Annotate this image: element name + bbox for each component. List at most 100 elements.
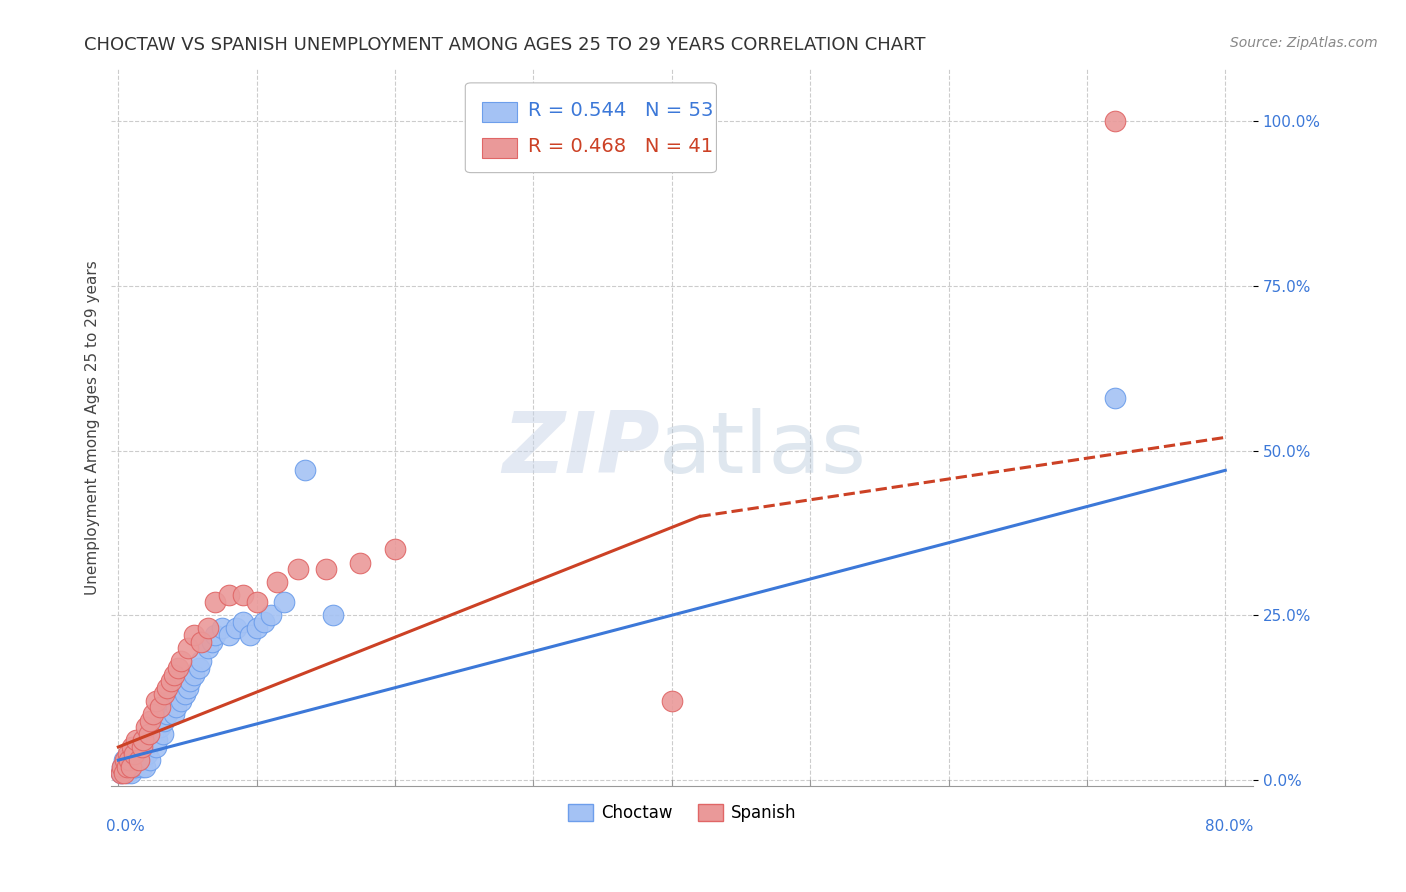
Point [218, 628, 240, 642]
Point [183, 628, 205, 642]
Point [114, 760, 136, 774]
Legend: Choctaw, Spanish: Choctaw, Spanish [561, 797, 803, 829]
FancyBboxPatch shape [482, 138, 516, 158]
Point [176, 681, 198, 695]
Point [315, 562, 337, 576]
Point [114, 753, 136, 767]
Point [246, 621, 269, 635]
Point [149, 720, 172, 734]
Point [349, 556, 371, 570]
Point [153, 687, 176, 701]
Point [156, 681, 179, 695]
Point [118, 753, 141, 767]
Point [118, 753, 141, 767]
Point [128, 753, 150, 767]
Point [117, 747, 139, 761]
Point [121, 747, 143, 761]
Point [112, 766, 135, 780]
Text: R = 0.468   N = 41: R = 0.468 N = 41 [529, 136, 713, 155]
Point [163, 706, 186, 721]
Point [142, 706, 165, 721]
Text: 80.0%: 80.0% [1205, 819, 1253, 834]
Point [145, 739, 167, 754]
Point [169, 694, 191, 708]
Point [166, 661, 188, 675]
Point [132, 733, 155, 747]
Point [176, 641, 198, 656]
Point [201, 634, 224, 648]
Point [190, 634, 212, 648]
Point [152, 727, 174, 741]
Point [169, 654, 191, 668]
Point [187, 661, 209, 675]
Point [1104, 391, 1126, 405]
Point [273, 595, 295, 609]
Text: atlas: atlas [659, 408, 868, 491]
Point [129, 747, 152, 761]
Point [122, 747, 145, 761]
Point [125, 733, 148, 747]
Point [111, 760, 134, 774]
Point [165, 700, 187, 714]
Point [156, 706, 179, 721]
Point [239, 628, 262, 642]
Point [110, 766, 132, 780]
Text: 0.0%: 0.0% [105, 819, 145, 834]
Point [138, 733, 160, 747]
Point [197, 621, 219, 635]
Point [190, 654, 212, 668]
Point [121, 739, 143, 754]
Point [149, 700, 172, 714]
Point [204, 628, 226, 642]
Point [112, 753, 135, 767]
Point [110, 766, 132, 780]
Point [183, 667, 205, 681]
Point [322, 608, 344, 623]
Point [259, 608, 281, 623]
Point [218, 589, 240, 603]
Point [179, 674, 201, 689]
Point [136, 747, 159, 761]
Text: CHOCTAW VS SPANISH UNEMPLOYMENT AMONG AGES 25 TO 29 YEARS CORRELATION CHART: CHOCTAW VS SPANISH UNEMPLOYMENT AMONG AG… [84, 36, 927, 54]
Point [125, 760, 148, 774]
Point [211, 621, 233, 635]
Point [160, 674, 183, 689]
Point [120, 766, 142, 780]
Point [142, 727, 165, 741]
Point [132, 753, 155, 767]
Point [159, 694, 181, 708]
Point [294, 463, 316, 477]
Point [204, 595, 226, 609]
Point [287, 562, 309, 576]
Point [246, 595, 269, 609]
Text: R = 0.544   N = 53: R = 0.544 N = 53 [529, 101, 713, 120]
Y-axis label: Unemployment Among Ages 25 to 29 years: Unemployment Among Ages 25 to 29 years [86, 260, 100, 595]
Point [120, 760, 142, 774]
Point [384, 542, 406, 557]
Point [131, 760, 153, 774]
Point [122, 760, 145, 774]
Point [661, 694, 683, 708]
Point [134, 760, 156, 774]
Point [232, 615, 254, 629]
Text: Source: ZipAtlas.com: Source: ZipAtlas.com [1230, 36, 1378, 50]
Point [117, 760, 139, 774]
FancyBboxPatch shape [482, 103, 516, 122]
Point [131, 739, 153, 754]
Point [252, 615, 274, 629]
FancyBboxPatch shape [465, 83, 717, 173]
Point [139, 753, 162, 767]
Point [197, 641, 219, 656]
Point [1104, 114, 1126, 128]
Point [138, 727, 160, 741]
Point [128, 753, 150, 767]
Text: ZIP: ZIP [502, 408, 659, 491]
Point [266, 575, 288, 590]
Point [153, 714, 176, 728]
Point [135, 720, 157, 734]
Point [163, 667, 186, 681]
Point [115, 760, 138, 774]
Point [173, 687, 195, 701]
Point [139, 714, 162, 728]
Point [115, 766, 138, 780]
